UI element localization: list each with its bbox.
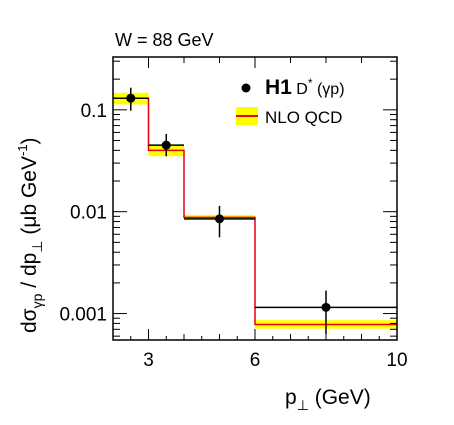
theory-line-layer [113, 97, 397, 326]
theory-step-line [113, 97, 397, 326]
data-point [126, 93, 136, 103]
legend-data-marker [241, 83, 251, 93]
data-point [161, 140, 171, 150]
x-axis-label: p⊥ (GeV) [285, 386, 371, 413]
data-point [321, 302, 331, 312]
y-tick-label: 0.01 [70, 203, 107, 224]
x-tick-label: 10 [386, 350, 407, 371]
chart-title: W = 88 GeV [115, 30, 214, 50]
y-tick-label: 0.001 [59, 305, 107, 326]
y-tick-label: 0.1 [81, 101, 107, 122]
data-point [215, 214, 224, 224]
x-tick-label: 6 [250, 350, 261, 371]
data-points-layer [113, 87, 397, 334]
axis-ticks: 3 6 10 0.1 0.01 0.001 [59, 57, 408, 371]
legend-theory-label: NLO QCD [265, 108, 342, 127]
y-axis-label: dσγp / dp⊥ (μb GeV-1) [15, 137, 45, 333]
legend: H1 D* (γp) NLO QCD [236, 76, 345, 127]
x-tick-label: 3 [143, 350, 154, 371]
legend-data-label: H1 D* (γp) [265, 76, 345, 99]
